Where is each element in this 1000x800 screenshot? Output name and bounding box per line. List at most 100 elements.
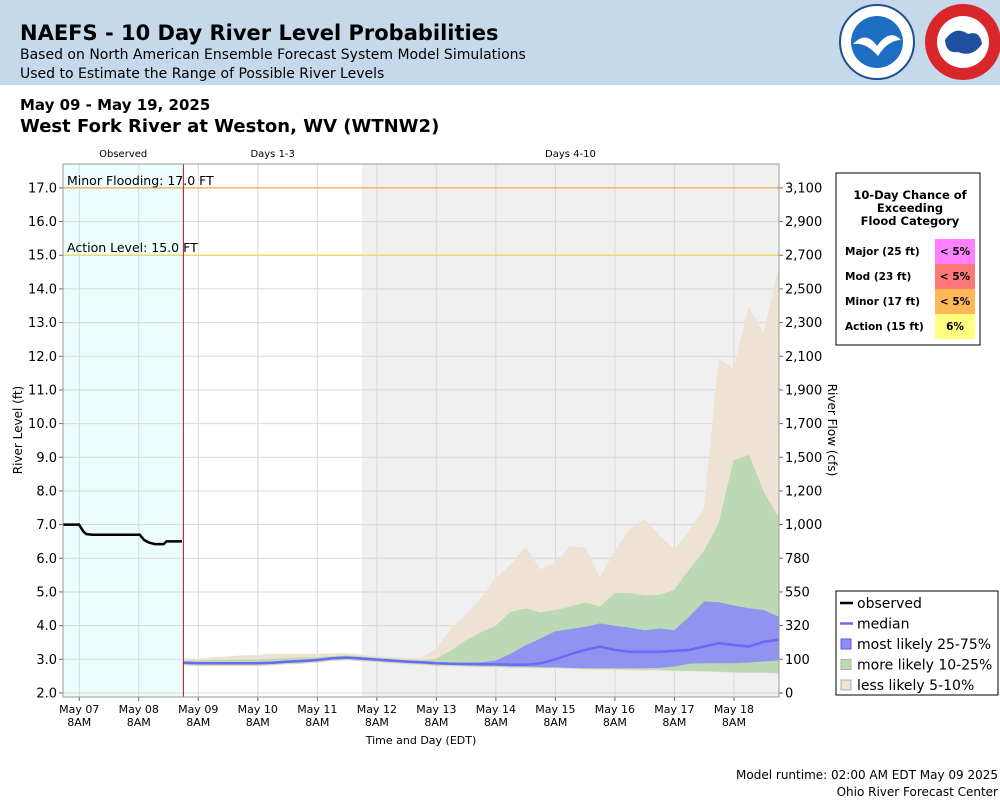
y2-tick-label: 1,700 (785, 417, 822, 432)
y-tick-label: 13.0 (28, 316, 57, 331)
period-shade (183, 164, 362, 697)
x-tick-time: 8AM (305, 716, 329, 729)
exceedance-value: < 5% (940, 246, 971, 258)
period-label: Days 4-10 (545, 149, 596, 160)
x-tick-date: May 10 (238, 703, 278, 716)
header-subtitle: Used to Estimate the Range of Possible R… (20, 66, 384, 82)
x-tick-label: May 08 8AM (119, 703, 159, 729)
y2-axis-title: River Flow (cfs) (825, 384, 839, 477)
y2-tick-label: 2,300 (785, 316, 822, 331)
header-band (0, 0, 1000, 85)
threshold-label: Action Level: 15.0 FT (67, 240, 198, 255)
x-tick-date: May 12 (357, 703, 397, 716)
x-tick-date: May 15 (535, 703, 575, 716)
x-tick-time: 8AM (127, 716, 151, 729)
exceedance-title: Flood Category (861, 214, 960, 228)
y-tick-label: 9.0 (36, 451, 57, 466)
footer-runtime: Model runtime: 02:00 AM EDT May 09 2025 (736, 768, 998, 782)
x-tick-time: 8AM (246, 716, 270, 729)
exceedance-cell (935, 239, 975, 264)
y-tick-label: 2.0 (36, 686, 57, 701)
period-shade (63, 164, 184, 697)
y-tick-label: 5.0 (36, 585, 57, 600)
exceedance-value: < 5% (940, 296, 971, 308)
plot-frame (62, 163, 780, 698)
threshold-label: Minor Flooding: 17.0 FT (67, 173, 214, 188)
x-tick-label: May 13 8AM (416, 703, 456, 729)
header-title: NAEFS - 10 Day River Level Probabilities (20, 21, 499, 45)
x-tick-time: 8AM (543, 716, 567, 729)
y-tick-label: 11.0 (28, 383, 57, 398)
x-tick-time: 8AM (186, 716, 210, 729)
x-axis-title: Time and Day (EDT) (365, 734, 477, 747)
y-tick-label: 15.0 (28, 249, 57, 264)
y2-tick-label: 320 (785, 619, 810, 634)
legend-label: more likely 10-25% (857, 658, 992, 674)
y2-tick-label: 1,500 (785, 451, 822, 466)
exceedance-value: < 5% (940, 271, 971, 283)
x-tick-date: May 13 (416, 703, 456, 716)
exceedance-cell (935, 289, 975, 314)
y-tick-label: 7.0 (36, 518, 57, 533)
y2-tick-label: 1,900 (785, 383, 822, 398)
y-tick-label: 10.0 (28, 417, 57, 432)
y2-tick-label: 100 (785, 653, 810, 668)
nws-logo (925, 4, 1000, 80)
x-tick-time: 8AM (662, 716, 686, 729)
x-tick-label: May 14 8AM (476, 703, 516, 729)
x-tick-time: 8AM (424, 716, 448, 729)
header-subtitle: Based on North American Ensemble Forecas… (20, 47, 526, 63)
y2-tick-label: 2,500 (785, 282, 822, 297)
x-tick-time: 8AM (365, 716, 389, 729)
legend-label: median (857, 617, 909, 633)
exceedance-category: Mod (23 ft) (845, 271, 911, 283)
y2-tick-label: 1,200 (785, 484, 822, 499)
y2-tick-label: 0 (785, 686, 793, 701)
legend-label: most likely 25-75% (857, 637, 991, 653)
legend-swatch (840, 659, 852, 670)
y-tick-label: 17.0 (28, 181, 57, 196)
x-tick-date: May 08 (119, 703, 159, 716)
x-tick-label: May 09 8AM (178, 703, 218, 729)
y2-tick-label: 1,000 (785, 518, 822, 533)
y-tick-label: 6.0 (36, 552, 57, 567)
x-tick-date: May 16 (595, 703, 635, 716)
x-tick-label: May 11 8AM (297, 703, 337, 729)
exceedance-value: 6% (946, 321, 964, 333)
exceedance-title: 10-Day Chance of (853, 188, 967, 202)
y2-tick-label: 2,100 (785, 350, 822, 365)
chart-title: West Fork River at Weston, WV (WTNW2) (20, 116, 439, 137)
x-tick-date: May 14 (476, 703, 516, 716)
x-tick-date: May 07 (59, 703, 99, 716)
x-tick-time: 8AM (484, 716, 508, 729)
period-label: Observed (99, 149, 147, 160)
y-axis-title: River Level (ft) (11, 386, 25, 474)
date-range: May 09 - May 19, 2025 (20, 96, 210, 114)
y2-tick-label: 3,100 (785, 181, 822, 196)
x-tick-date: May 17 (654, 703, 694, 716)
exceedance-category: Minor (17 ft) (845, 296, 920, 308)
x-tick-date: May 09 (178, 703, 218, 716)
x-tick-label: May 16 8AM (595, 703, 635, 729)
y2-tick-label: 550 (785, 585, 810, 600)
x-tick-label: May 17 8AM (654, 703, 694, 729)
y2-tick-label: 2,900 (785, 215, 822, 230)
x-tick-label: May 15 8AM (535, 703, 575, 729)
y-tick-label: 16.0 (28, 215, 57, 230)
legend-swatch (840, 638, 852, 650)
x-tick-label: May 18 8AM (714, 703, 754, 729)
x-tick-label: May 07 8AM (59, 703, 99, 729)
x-tick-time: 8AM (722, 716, 746, 729)
y-tick-label: 14.0 (28, 282, 57, 297)
footer-center: Ohio River Forecast Center (837, 785, 998, 799)
y-tick-label: 3.0 (36, 653, 57, 668)
exceedance-cell (935, 314, 975, 339)
x-tick-date: May 11 (297, 703, 337, 716)
legend-box (835, 590, 999, 696)
noaa-logo (839, 4, 915, 80)
y-tick-label: 4.0 (36, 619, 57, 634)
legend-label: observed (857, 596, 922, 612)
exceedance-title: Exceeding (877, 201, 943, 215)
x-tick-time: 8AM (603, 716, 627, 729)
x-tick-time: 8AM (67, 716, 91, 729)
